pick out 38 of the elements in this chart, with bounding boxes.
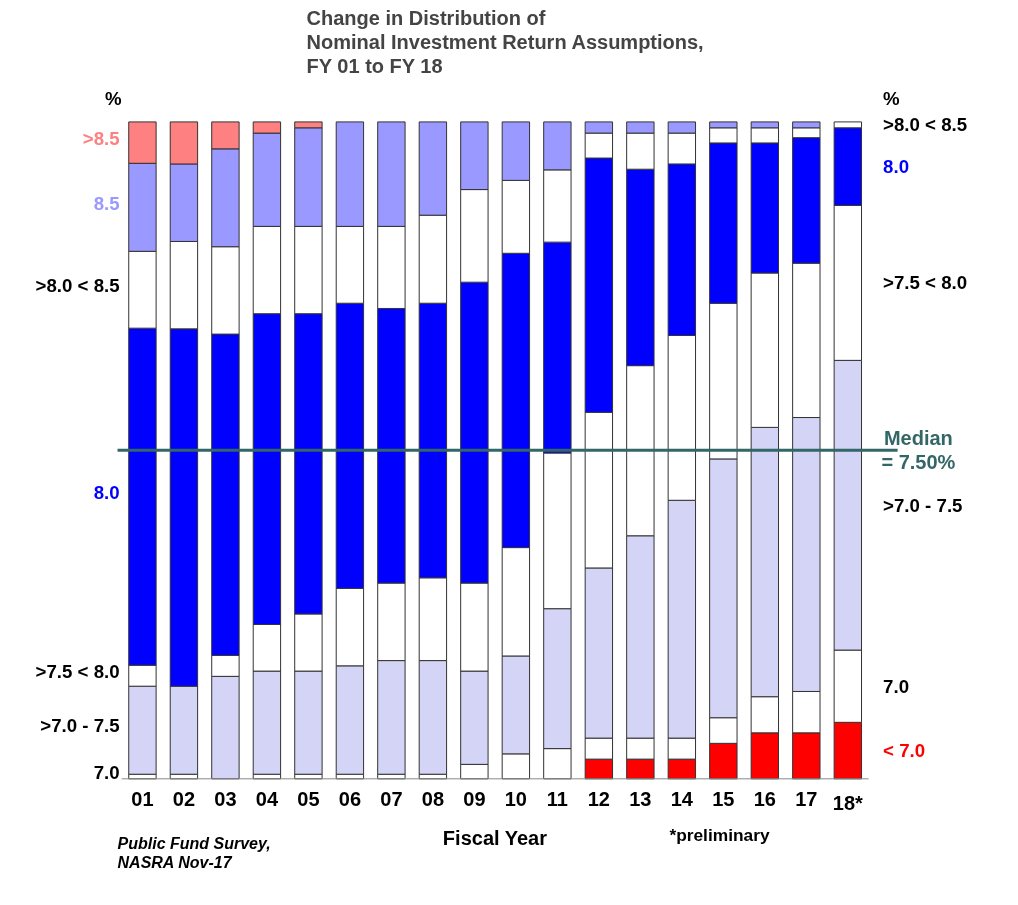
x-tick-label: 15 [712, 787, 735, 810]
x-tick-label: 09 [463, 787, 486, 810]
x-tick-label: 17 [795, 787, 818, 810]
x-tick-label: 04 [255, 787, 279, 810]
text: 7.0 [883, 675, 910, 697]
x-tick-label: 13 [629, 787, 652, 810]
y-axis-title: % [105, 87, 123, 109]
text: >8.0 < 8.5 [883, 114, 968, 136]
x-tick-label: 14 [670, 787, 694, 810]
series-label: 8.5 [93, 192, 120, 214]
chart-title: Change in Distribution of Nominal Investment Return Assumptions, FY 01 to FY 18 [306, 7, 704, 78]
y2-axis-title: % [883, 87, 901, 109]
x-tick-label: 01 [131, 787, 154, 810]
x-tick-label: 08 [421, 787, 445, 810]
series-label: 7.0 [93, 761, 120, 783]
annotation: Median = 7.50% [881, 427, 956, 474]
series-label: >7.5 < 8.0 [35, 660, 120, 682]
text: >7.0 - 7.5 [883, 494, 963, 516]
text: >7.5 < 8.0 [883, 272, 968, 294]
series-label: >7.0 - 7.5 [40, 715, 120, 737]
series-label: 8.0 [93, 481, 120, 503]
x-tick-label: 12 [587, 787, 610, 810]
x-tick-label: 06 [338, 787, 362, 810]
text: *preliminary [669, 824, 770, 845]
text: 8.0 [883, 156, 910, 178]
series-label: >8.0 < 8.5 [35, 274, 120, 296]
text: Public Fund Survey, NASRA Nov-17 [117, 834, 271, 872]
series-label: >8.5 [82, 127, 120, 149]
x-tick-label: 02 [172, 787, 196, 810]
series-label: < 7.0 [883, 740, 926, 762]
x-axis-title: Fiscal Year [442, 826, 548, 849]
x-tick-label: 03 [214, 787, 237, 810]
x-tick-label: 10 [504, 787, 527, 810]
x-tick-label: 11 [546, 787, 568, 810]
x-tick-label: 07 [380, 787, 403, 810]
x-tick-label: 16 [753, 787, 776, 810]
x-tick-label: 18* [832, 791, 864, 814]
x-tick-label: 05 [297, 787, 320, 810]
